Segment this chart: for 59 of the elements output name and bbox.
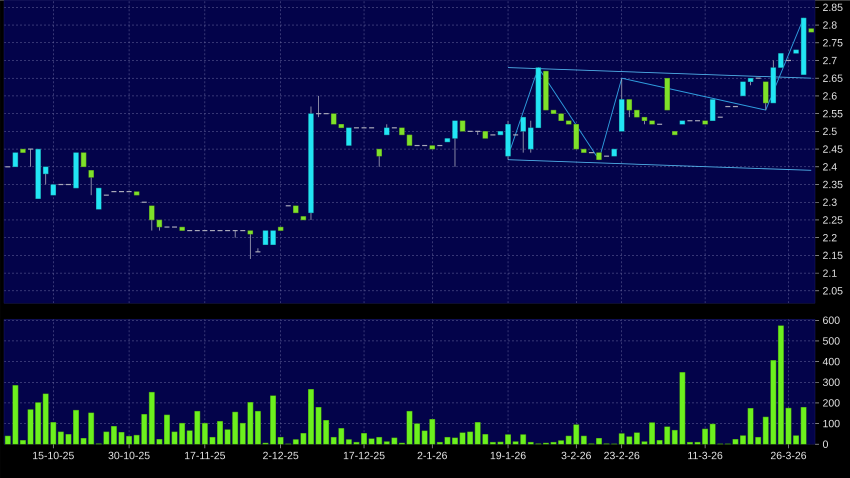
y-tick-label: 2.75 <box>823 38 843 46</box>
y-tick-label: 2.8 <box>823 21 837 29</box>
candlestick <box>452 120 458 168</box>
candlestick <box>376 148 382 168</box>
y-tick-label: 500 <box>822 337 840 345</box>
y-tick-label: 2.6 <box>823 92 837 100</box>
y-tick-label: 2.45 <box>823 145 843 153</box>
y-tick-label: 2.4 <box>823 163 837 170</box>
y-tick-label: 2.35 <box>823 180 843 188</box>
candlestick <box>12 152 18 168</box>
candlestick <box>262 230 268 246</box>
y-tick-label: 2.7 <box>823 56 837 64</box>
x-tick-label: 2-1-26 <box>418 452 447 460</box>
y-tick-label: 2.3 <box>823 198 837 206</box>
y-tick-label: 2.25 <box>823 216 843 224</box>
y-tick-label: 2.05 <box>823 287 843 294</box>
candlestick <box>626 98 632 118</box>
y-tick-label: 400 <box>822 358 840 366</box>
y-tick-label: 100 <box>823 420 840 428</box>
x-tick-label: 2-12-25 <box>263 452 298 460</box>
candlestick <box>346 127 352 146</box>
candlestick <box>710 99 716 121</box>
candlestick <box>156 219 162 231</box>
x-tick-label: 19-1-26 <box>490 452 526 460</box>
y-tick-label: 2.1 <box>823 269 837 277</box>
candlestick <box>80 152 86 168</box>
candlestick <box>149 205 155 231</box>
x-tick-label: 15-10-25 <box>33 452 74 460</box>
candlestick <box>384 124 390 136</box>
y-tick-label: 0 <box>822 440 828 448</box>
x-tick-label: 23-2-26 <box>604 452 640 460</box>
candlestick <box>330 113 336 124</box>
candlestick <box>88 170 94 196</box>
y-tick-label: 300 <box>822 378 840 386</box>
y-tick-label: 200 <box>823 399 840 407</box>
candlestick <box>42 166 48 185</box>
candlestick <box>520 116 526 153</box>
candlestick <box>740 81 746 96</box>
candlestick <box>248 230 254 260</box>
y-tick-label: 2.2 <box>823 234 837 242</box>
candlestick <box>96 188 102 210</box>
y-tick-label: 2.15 <box>823 252 843 260</box>
x-tick-label: 30-10-25 <box>108 452 150 460</box>
x-tick-label: 3-2-26 <box>561 452 591 460</box>
candlestick <box>270 230 276 246</box>
x-tick-label: 17-12-25 <box>344 452 385 460</box>
x-tick-label: 11-3-26 <box>688 452 722 460</box>
candlestick <box>528 120 534 153</box>
candlestick <box>460 120 466 132</box>
candlestick <box>778 52 784 68</box>
y-tick-label: 2.85 <box>823 4 843 11</box>
y-tick-label: 2.65 <box>823 74 843 82</box>
y-tick-label: 600 <box>823 316 840 324</box>
x-tick-label: 26-3-26 <box>770 452 806 460</box>
candlestick <box>50 184 56 196</box>
y-tick-label: 2.5 <box>823 128 837 135</box>
x-tick-label: 17-11-25 <box>185 452 226 460</box>
y-tick-label: 2.55 <box>823 110 843 118</box>
candlestick <box>762 81 768 110</box>
